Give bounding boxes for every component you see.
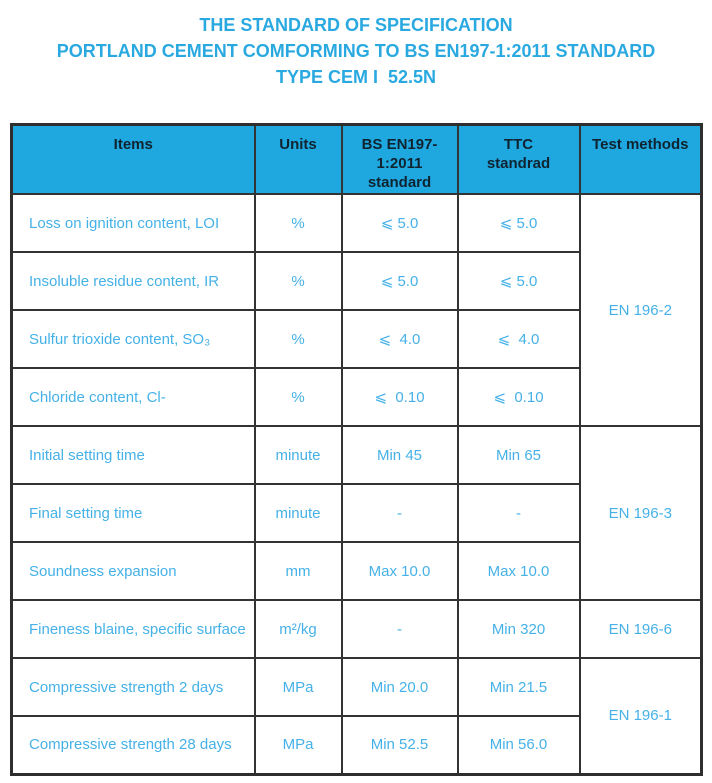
table-row: Insoluble residue content, IR % ⩽ 5.0 ⩽ … [10, 251, 702, 311]
unit-value: MPa [253, 715, 343, 775]
bs-standard-value: Min 45 [340, 425, 459, 485]
table-row: Sulfur trioxide content, SO₃ % ⩽ 4.0 ⩽ 4… [10, 309, 702, 369]
ttc-standard-value: Min 320 [456, 599, 581, 659]
item-label: Compressive strength 2 days [10, 657, 256, 717]
bs-standard-value: ⩽ 4.0 [340, 309, 459, 369]
bs-standard-value: - [340, 599, 459, 659]
page-title: THE STANDARD OF SPECIFICATION PORTLAND C… [0, 0, 712, 90]
table-row: Chloride content, Cl- % ⩽ 0.10 ⩽ 0.10 [10, 367, 702, 427]
column-header-test-methods: Test methods [578, 123, 703, 195]
title-line-2: PORTLAND CEMENT COMFORMING TO BS EN197-1… [56, 41, 656, 61]
ttc-standard-value: ⩽ 4.0 [456, 309, 581, 369]
unit-value: % [253, 251, 343, 311]
item-label: Loss on ignition content, LOI [10, 193, 256, 253]
specification-table: Items Units BS EN197- 1:2011 standard TT… [10, 123, 703, 776]
ttc-standard-value: ⩽ 5.0 [456, 193, 581, 253]
title-line-1: THE STANDARD OF SPECIFICATION [199, 15, 513, 35]
item-label: Chloride content, Cl- [10, 367, 256, 427]
bs-standard-value: Min 20.0 [340, 657, 459, 717]
table-row: Soundness expansion mm Max 10.0 Max 10.0 [10, 541, 702, 601]
unit-value: mm [253, 541, 343, 601]
unit-value: % [253, 309, 343, 369]
table-row: Compressive strength 28 days MPa Min 52.… [10, 715, 702, 775]
item-label: Fineness blaine, specific surface [10, 599, 256, 659]
table-row: Loss on ignition content, LOI % ⩽ 5.0 ⩽ … [10, 193, 703, 427]
item-label: Compressive strength 28 days [10, 715, 256, 775]
table-row: Initial setting time minute Min 45 Min 6… [10, 425, 703, 601]
unit-value: minute [253, 483, 343, 543]
unit-value: MPa [253, 657, 343, 717]
ttc-standard-value: Min 65 [456, 425, 581, 485]
unit-value: minute [253, 425, 343, 485]
bs-standard-value: Max 10.0 [340, 541, 459, 601]
ttc-standard-value: ⩽ 5.0 [456, 251, 581, 311]
test-method-value: EN 196-2 [578, 193, 703, 427]
unit-value: m²/kg [253, 599, 343, 659]
ttc-standard-value: Max 10.0 [456, 541, 581, 601]
bs-standard-value: - [340, 483, 459, 543]
ttc-standard-value: Min 21.5 [456, 657, 581, 717]
column-header-ttc-standard: TTC standrad [456, 123, 581, 195]
bs-standard-value: Min 52.5 [340, 715, 459, 775]
unit-value: % [253, 193, 343, 253]
test-method-value: EN 196-6 [578, 599, 703, 659]
ttc-standard-value: ⩽ 0.10 [456, 367, 581, 427]
item-label: Sulfur trioxide content, SO₃ [10, 309, 256, 369]
table-row: Final setting time minute - - [10, 483, 702, 543]
item-label: Initial setting time [10, 425, 256, 485]
bs-standard-value: ⩽ 5.0 [340, 251, 459, 311]
ttc-standard-value: - [456, 483, 581, 543]
table-row: Compressive strength 2 days MPa Min 20.0… [10, 657, 703, 775]
ttc-standard-value: Min 56.0 [456, 715, 581, 775]
table-header-row: Items Units BS EN197- 1:2011 standard TT… [10, 123, 703, 195]
unit-value: % [253, 367, 343, 427]
column-header-bs-standard: BS EN197- 1:2011 standard [340, 123, 459, 195]
test-method-value: EN 196-3 [578, 425, 703, 601]
item-label: Insoluble residue content, IR [10, 251, 256, 311]
table-row: Fineness blaine, specific surface m²/kg … [10, 599, 703, 659]
bs-standard-value: ⩽ 0.10 [340, 367, 459, 427]
item-label: Final setting time [10, 483, 256, 543]
test-method-value: EN 196-1 [578, 657, 703, 775]
column-header-units: Units [253, 123, 343, 195]
bs-standard-value: ⩽ 5.0 [340, 193, 459, 253]
column-header-items: Items [10, 123, 256, 195]
title-line-3: TYPE CEM I 52.5N [275, 67, 437, 87]
item-label: Soundness expansion [10, 541, 256, 601]
